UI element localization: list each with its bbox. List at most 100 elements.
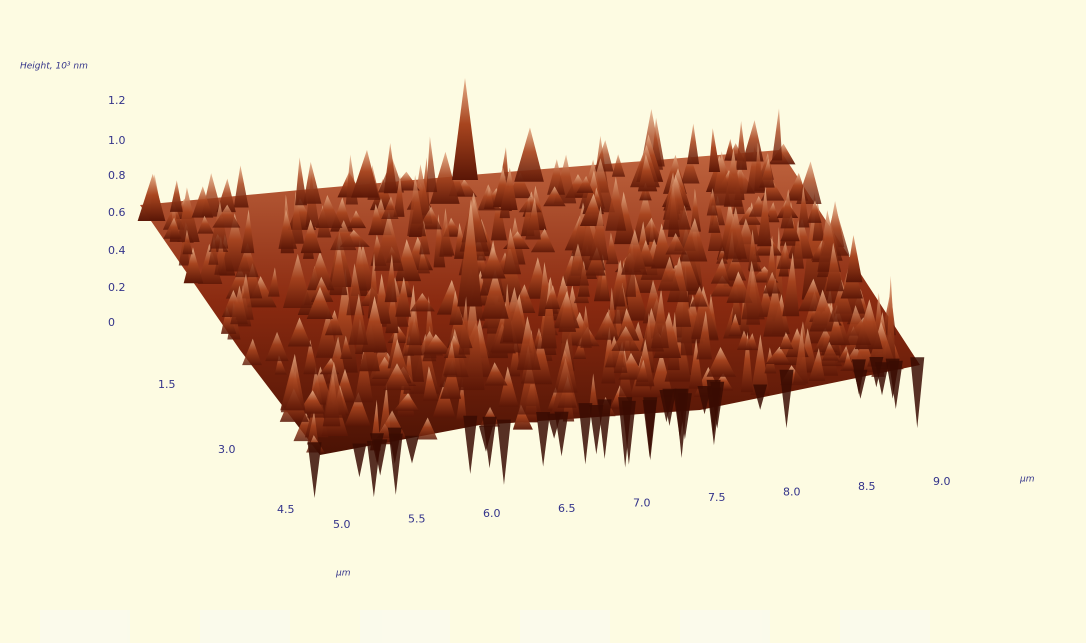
relief-peak	[765, 346, 791, 365]
relief-peak	[787, 218, 814, 259]
relief-valley	[388, 433, 403, 495]
relief-peak	[637, 154, 658, 192]
x-tick-label: 6.0	[483, 507, 501, 520]
relief-peak	[429, 151, 460, 204]
relief-peak	[306, 286, 333, 319]
relief-peak	[525, 197, 541, 240]
relief-peak	[426, 136, 438, 193]
relief-peak	[547, 159, 566, 195]
relief-peak	[300, 219, 322, 254]
relief-peak	[351, 149, 379, 198]
relief-peak	[287, 317, 312, 347]
relief-peak	[274, 355, 287, 375]
relief-peak	[409, 293, 435, 312]
relief-peak	[558, 290, 577, 332]
relief-valley	[463, 415, 478, 475]
relief-peak	[306, 251, 335, 291]
z-axis-label: Height, 10³ nm	[20, 62, 88, 72]
relief-peak	[423, 334, 452, 354]
relief-peak	[498, 366, 519, 407]
relief-peak	[361, 296, 388, 353]
x-tick-label: 8.0	[783, 486, 801, 499]
relief-peak	[708, 201, 721, 233]
relief-peak	[614, 260, 626, 307]
relief-peak	[601, 326, 616, 384]
relief-peak	[370, 178, 395, 211]
relief-peak	[566, 243, 590, 286]
relief-peak	[648, 351, 674, 398]
relief-peak	[579, 193, 604, 227]
relief-peak	[163, 217, 182, 239]
relief-valley	[496, 419, 511, 485]
relief-peak	[457, 199, 483, 307]
relief-peak	[295, 157, 308, 206]
z-tick-label: 0.2	[108, 281, 126, 294]
relief-valley	[482, 416, 497, 469]
relief-peak	[416, 417, 438, 440]
relief-peak	[706, 188, 718, 216]
relief-valley	[888, 360, 903, 410]
relief-peak	[754, 142, 765, 192]
relief-peak	[605, 176, 627, 231]
relief-peak	[208, 236, 219, 265]
relief-peak	[780, 189, 794, 229]
relief-peak	[748, 229, 759, 271]
z-tick-label: 1.2	[108, 94, 126, 107]
relief-peak	[710, 257, 730, 284]
relief-peak	[792, 219, 804, 269]
relief-peak	[516, 316, 541, 370]
relief-valley	[547, 413, 562, 439]
relief-valley	[851, 359, 866, 395]
relief-peak	[696, 310, 712, 360]
relief-peak	[740, 331, 754, 393]
relief-peak	[233, 165, 249, 208]
relief-peak	[691, 286, 719, 339]
relief-peak	[303, 161, 322, 204]
x-tick-label: 5.0	[333, 518, 351, 531]
relief-peak	[417, 248, 431, 274]
relief-peak	[782, 252, 800, 317]
relief-peak	[344, 392, 371, 426]
relief-peak	[843, 305, 872, 345]
relief-valley	[307, 442, 322, 498]
relief-peak	[283, 253, 312, 308]
relief-peak	[573, 338, 587, 359]
relief-valley	[875, 362, 890, 396]
relief-peak	[512, 404, 533, 430]
relief-peak	[393, 174, 405, 217]
relief-peak	[443, 340, 458, 376]
relief-peak	[544, 285, 560, 309]
relief-peak	[723, 148, 743, 207]
relief-peak	[440, 359, 462, 399]
relief-peak	[374, 211, 404, 271]
relief-peak	[636, 359, 649, 382]
relief-peak	[759, 158, 775, 188]
relief-peak	[242, 338, 262, 366]
relief-peak	[483, 187, 495, 209]
relief-valley	[578, 403, 593, 465]
relief-peak	[639, 182, 652, 201]
relief-peak	[230, 285, 248, 325]
relief-peak	[671, 282, 692, 327]
relief-peak	[553, 338, 578, 393]
relief-peak	[348, 293, 368, 345]
relief-peak	[177, 187, 200, 243]
x-axis-unit: µm	[1019, 475, 1035, 485]
z-tick-label: 0	[108, 316, 115, 329]
relief-peak	[651, 223, 675, 269]
relief-peak	[329, 241, 348, 296]
relief-peak	[681, 153, 700, 184]
x-tick-label: 9.0	[933, 475, 951, 488]
relief-peak	[589, 205, 609, 261]
z-tick-label: 0.6	[108, 206, 126, 219]
relief-valley	[677, 393, 692, 440]
relief-peak	[290, 190, 305, 244]
relief-peak	[662, 174, 691, 230]
relief-valley	[753, 384, 768, 410]
relief-valley	[405, 435, 420, 464]
relief-valley	[659, 390, 674, 423]
relief-peak	[716, 246, 728, 264]
relief-peak	[593, 311, 620, 340]
x-tick-label: 7.5	[708, 491, 726, 504]
relief-peak	[543, 186, 566, 207]
